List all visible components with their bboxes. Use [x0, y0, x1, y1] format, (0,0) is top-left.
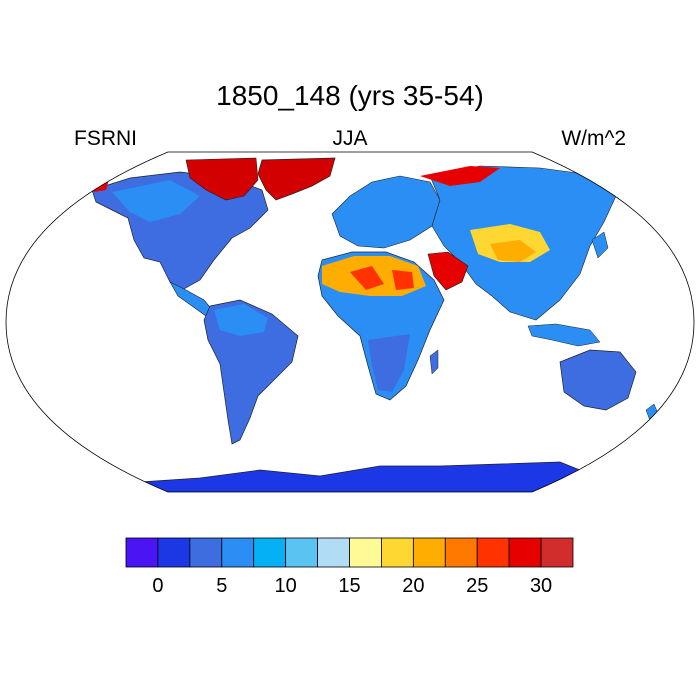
colorbar-tick-label: 0: [152, 575, 164, 597]
sahara-hot-region: [350, 266, 414, 290]
south-africa-region: [368, 334, 410, 392]
colorbar-swatch: [508, 537, 542, 568]
colorbar-swatch: [157, 537, 191, 568]
colorbar-swatch: [349, 537, 382, 568]
south-america-region: [203, 299, 299, 445]
units-label: W/m^2: [561, 127, 626, 150]
amazon-region: [214, 304, 268, 336]
siberia-north-region: [420, 166, 500, 186]
colorbar-swatch: [189, 537, 223, 568]
colorbar-swatch: [221, 537, 255, 568]
colorbar-swatch: [444, 537, 478, 568]
greenland-region: [257, 157, 336, 201]
season-label: JJA: [332, 127, 368, 150]
colorbar-tick-label: 30: [529, 575, 553, 597]
colorbar-swatch: [476, 537, 510, 568]
north-america-west-region: [112, 180, 200, 222]
arabia-region: [427, 251, 469, 291]
madagascar-region: [429, 349, 439, 375]
colorbar-swatch: [285, 537, 318, 568]
tibet-region: [490, 240, 536, 262]
colorbar-swatch: [381, 537, 414, 568]
land-layer: [91, 157, 661, 492]
colorbar-swatch: [412, 537, 446, 568]
colorbar-tick-label: 25: [466, 575, 489, 597]
colorbar-tick-label: 20: [402, 575, 425, 597]
colorbar-tick-label: 15: [338, 575, 361, 597]
arctic-canada-region: [185, 157, 259, 201]
australia-region: [559, 349, 637, 411]
colorbar-swatch: [317, 537, 350, 568]
colorbar-swatch: [253, 537, 287, 568]
japan-region: [591, 231, 609, 259]
map-outline: [5, 151, 695, 493]
antarctica-region: [119, 461, 601, 492]
map-title: 1850_148 (yrs 35-54): [216, 80, 484, 111]
colorbar-tick-label: 10: [274, 575, 297, 597]
southeast-asia-islands-region: [527, 323, 601, 347]
colorbar-tick-label: 5: [216, 575, 228, 597]
colorbar-swatch: [125, 537, 159, 568]
variable-label: FSRNI: [74, 127, 137, 150]
colorbar-swatch: [540, 537, 574, 568]
